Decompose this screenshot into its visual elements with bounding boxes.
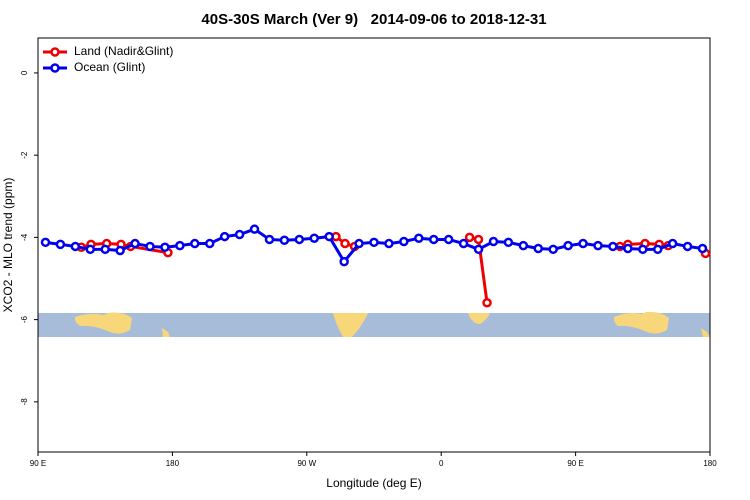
point [339, 256, 349, 267]
legend-marker [50, 47, 60, 57]
point [593, 240, 603, 251]
point [175, 240, 185, 251]
point [294, 234, 305, 245]
point [533, 243, 544, 254]
point [638, 244, 648, 255]
point [340, 238, 350, 249]
point [473, 244, 484, 255]
x-tick-label: 90 W [297, 459, 316, 468]
point [563, 240, 573, 251]
point [100, 244, 110, 255]
point [130, 238, 140, 249]
point [399, 236, 409, 247]
point [190, 238, 200, 249]
point [428, 234, 439, 245]
point [652, 244, 663, 255]
map-strip [38, 311, 710, 337]
x-tick-label: 0 [439, 459, 444, 468]
legend-marker [50, 63, 60, 73]
point [115, 245, 125, 256]
point [623, 243, 633, 254]
y-axis-label: XCO2 - MLO trend (ppm) [1, 178, 15, 313]
point [369, 237, 379, 248]
point [249, 224, 260, 234]
point [488, 236, 499, 247]
point [145, 241, 155, 252]
point [482, 298, 492, 308]
y-tick-label: -4 [20, 233, 29, 241]
point [464, 232, 475, 243]
point [458, 238, 469, 249]
x-tick-label: 90 E [567, 459, 583, 468]
point [503, 237, 514, 248]
point [414, 233, 424, 243]
point [70, 241, 81, 252]
point [473, 234, 484, 245]
point [279, 235, 290, 246]
point [443, 234, 454, 245]
point [204, 238, 215, 249]
point [697, 243, 708, 254]
legend-label: Land (Nadir&Glint) [74, 44, 173, 58]
x-tick-label: 180 [703, 459, 717, 468]
point [548, 244, 558, 255]
point [578, 238, 588, 249]
point [518, 240, 529, 251]
y-tick-label: -2 [20, 151, 29, 159]
point [682, 241, 693, 252]
point [384, 238, 394, 249]
x-tick-label: 90 E [30, 459, 46, 468]
point [219, 231, 230, 242]
point [354, 238, 364, 249]
x-axis-label: Longitude (deg E) [326, 476, 421, 490]
point [55, 239, 66, 250]
point [264, 234, 275, 245]
point [667, 238, 678, 249]
y-tick-label: -8 [20, 398, 29, 406]
point [309, 233, 320, 243]
point [608, 241, 618, 252]
point [234, 229, 245, 240]
point [324, 231, 334, 242]
legend-label: Ocean (Glint) [74, 60, 145, 74]
plot-frame [37, 37, 711, 453]
y-tick-label: -6 [20, 316, 29, 324]
point [85, 244, 96, 255]
chart-title: 40S-30S March (Ver 9) 2014-09-06 to 2018… [201, 11, 546, 28]
point [40, 237, 51, 248]
y-tick-label: 0 [20, 70, 29, 75]
point [160, 242, 170, 253]
x-tick-label: 180 [166, 459, 180, 468]
